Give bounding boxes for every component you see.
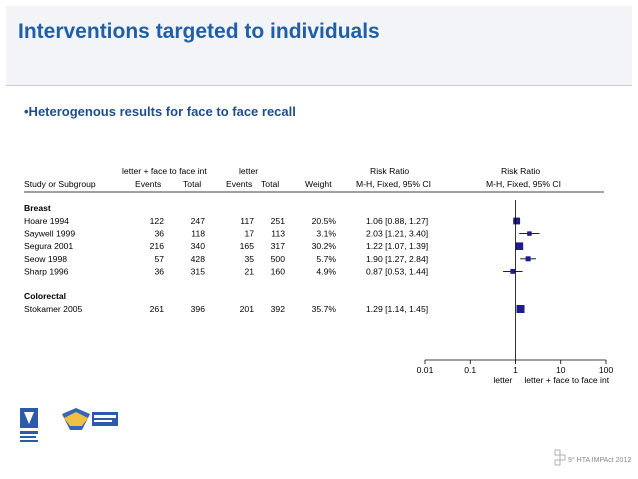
weight-value: 30.2% — [312, 241, 337, 251]
table-row: Saywell 1999 36 118 17 113 3.1% 2.03 [1.21, 3.… — [24, 229, 540, 239]
events2-value: 117 — [240, 216, 254, 226]
header-method1: M-H, Fixed, 95% CI — [356, 179, 431, 189]
events1-value: 216 — [150, 241, 165, 251]
header-study: Study or Subgroup — [24, 179, 96, 189]
total2-value: 113 — [271, 229, 285, 239]
total2-value: 251 — [271, 216, 286, 226]
bullet-point: •Heterogenous results for face to face r… — [24, 104, 296, 119]
table-row: Sharp 1996 36 315 21 160 4.9% 0.87 [0.53, 1.44… — [24, 266, 523, 276]
events1-value: 36 — [154, 266, 164, 276]
weight-value: 20.5% — [312, 216, 337, 226]
study-name: Segura 2001 — [24, 241, 73, 251]
favours-left-label: letter — [493, 375, 512, 385]
ci-text: 1.29 [1.14, 1.45] — [366, 304, 428, 314]
tick-label: 10 — [556, 365, 566, 375]
total1-value: 396 — [191, 304, 206, 314]
point-estimate-marker — [516, 305, 525, 313]
events1-value: 36 — [154, 229, 164, 239]
events1-value: 261 — [150, 304, 165, 314]
ci-text: 0.87 [0.53, 1.44] — [366, 266, 428, 276]
study-name: Seow 1998 — [24, 254, 67, 264]
events2-value: 165 — [240, 241, 255, 251]
point-estimate-marker — [527, 231, 532, 236]
total1-value: 247 — [191, 216, 206, 226]
total1-value: 340 — [191, 241, 206, 251]
tick-label: 1 — [513, 365, 518, 375]
events1-value: 122 — [150, 216, 165, 226]
header-group1: letter + face to face int — [122, 166, 207, 176]
study-name: Saywell 1999 — [24, 229, 75, 239]
tick-label: 100 — [599, 365, 614, 375]
conference-logo-text: 9° HTA IMPAct 2012 — [568, 456, 631, 464]
table-row: Stokamer 2005 261 396 201 392 35.7% 1.29 [1.14… — [24, 304, 525, 314]
university-logo-icon — [20, 408, 118, 442]
study-name: Hoare 1994 — [24, 216, 69, 226]
events2-value: 201 — [240, 304, 255, 314]
header-risk-ratio-2: Risk Ratio — [501, 166, 540, 176]
point-estimate-marker — [515, 242, 524, 250]
header-total1: Total — [183, 179, 201, 189]
favours-right-label: letter + face to face int — [524, 375, 609, 385]
ci-text: 1.90 [1.27, 2.84] — [366, 254, 428, 264]
events2-value: 35 — [244, 254, 254, 264]
study-rows: Breast Hoare 1994 122 247 117 251 20.5% 1.06 [0… — [24, 203, 540, 314]
header-events1: Events — [135, 179, 161, 189]
point-estimate-marker — [510, 268, 516, 274]
header-risk-ratio-1: Risk Ratio — [370, 166, 409, 176]
tick-label: 0.01 — [417, 365, 434, 375]
events2-value: 17 — [244, 229, 254, 239]
total2-value: 392 — [271, 304, 286, 314]
header-events2: Events — [226, 179, 252, 189]
conference-logo-icon: 9° HTA IMPAct 2012 — [554, 449, 631, 466]
total2-value: 500 — [271, 254, 286, 264]
total1-value: 118 — [191, 229, 205, 239]
title-band — [6, 6, 632, 86]
table-row: Seow 1998 57 428 35 500 5.7% 1.90 [1.27, 2.84] — [24, 254, 537, 264]
table-row: Segura 2001 216 340 165 317 30.2% 1.22 [1.07, … — [24, 241, 524, 251]
weight-value: 35.7% — [312, 304, 337, 314]
study-name: Stokamer 2005 — [24, 304, 83, 314]
ci-text: 2.03 [1.21, 3.40] — [366, 229, 428, 239]
total1-value: 428 — [191, 254, 206, 264]
point-estimate-marker — [525, 256, 531, 262]
weight-value: 5.7% — [316, 254, 336, 264]
tick-label: 0.1 — [464, 365, 476, 375]
events1-value: 57 — [154, 254, 164, 264]
events2-value: 21 — [244, 266, 254, 276]
total2-value: 160 — [271, 266, 286, 276]
header-total2: Total — [261, 179, 279, 189]
subgroup-heading: Colorectal — [24, 291, 66, 301]
header-method2: M-H, Fixed, 95% CI — [486, 179, 561, 189]
header-weight: Weight — [305, 179, 332, 189]
conference-logo: 9° HTA IMPAct 2012 — [552, 446, 632, 468]
ci-text: 1.06 [0.88, 1.27] — [366, 216, 428, 226]
x-axis: 0.01 0.1 1 10 100 — [417, 359, 614, 375]
total1-value: 315 — [191, 266, 206, 276]
ci-text: 1.22 [1.07, 1.39] — [366, 241, 428, 251]
weight-value: 3.1% — [316, 229, 336, 239]
weight-value: 4.9% — [316, 266, 336, 276]
header-group2: letter — [239, 166, 258, 176]
subgroup-heading: Breast — [24, 203, 51, 213]
table-row: Hoare 1994 122 247 117 251 20.5% 1.06 [0.88, 1… — [24, 216, 521, 226]
slide-title: Interventions targeted to individuals — [18, 20, 380, 43]
study-name: Sharp 1996 — [24, 266, 69, 276]
total2-value: 317 — [271, 241, 286, 251]
point-estimate-marker — [513, 217, 521, 225]
